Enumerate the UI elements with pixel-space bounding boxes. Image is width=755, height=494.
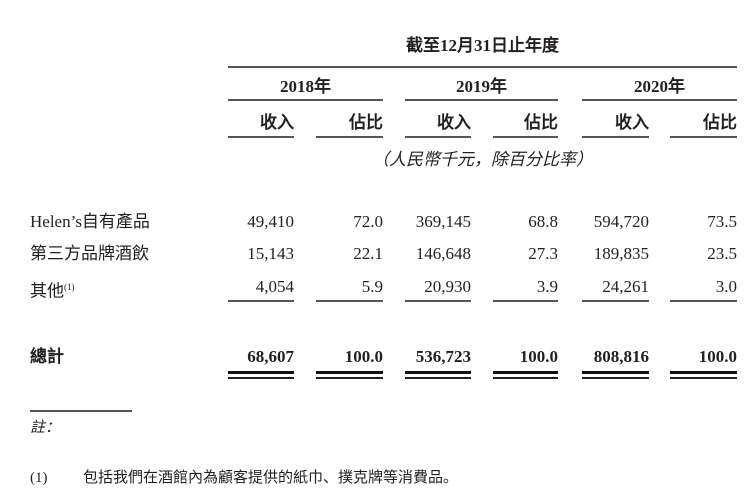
notes-title: 註： — [30, 420, 61, 436]
total-line — [405, 371, 471, 374]
subtotal-line — [582, 300, 649, 302]
total-line — [405, 377, 471, 379]
total-line — [493, 371, 558, 374]
subcol-header: 收入 — [615, 113, 649, 132]
total-label: 總計 — [30, 347, 64, 366]
total-line — [493, 377, 558, 379]
table-cell: 3.0 — [715, 277, 737, 296]
row-label: 其他(1) — [30, 277, 75, 302]
total-cell: 100.0 — [344, 347, 383, 366]
table-cell: 27.3 — [528, 244, 558, 263]
units-note: （人民幣千元，除百分比率） — [372, 150, 593, 169]
note-text: 包括我們在酒館內為顧客提供的紙巾、撲克牌等消費品。 — [83, 470, 459, 486]
total-line — [582, 371, 649, 374]
divider — [582, 99, 737, 101]
subtotal-line — [670, 300, 737, 302]
table-cell: 189,835 — [593, 244, 649, 263]
total-line — [670, 377, 737, 379]
subtotal-line — [316, 300, 383, 302]
total-line — [316, 377, 383, 379]
row-label: Helen’s自有產品 — [30, 212, 150, 232]
total-line — [228, 371, 294, 374]
footnote-divider — [30, 410, 132, 412]
subtotal-line — [228, 300, 294, 302]
table-cell: 49,410 — [247, 212, 294, 231]
divider — [228, 99, 383, 101]
total-line — [582, 377, 649, 379]
total-cell: 68,607 — [247, 347, 294, 366]
total-line — [316, 371, 383, 374]
total-cell: 100.0 — [698, 347, 737, 366]
table-cell: 4,054 — [255, 277, 294, 296]
year-header: 2019年 — [456, 77, 507, 96]
table-cell: 20,930 — [424, 277, 471, 296]
subcol-header: 佔比 — [349, 113, 383, 132]
table-cell: 73.5 — [707, 212, 737, 231]
divider — [228, 66, 737, 68]
table-cell: 22.1 — [353, 244, 383, 263]
row-label-text: 第三方品牌酒飲 — [30, 244, 149, 263]
total-cell: 808,816 — [593, 347, 649, 366]
total-cell: 100.0 — [519, 347, 558, 366]
table-cell: 5.9 — [361, 277, 383, 296]
divider — [493, 136, 558, 138]
footnote-ref: (1) — [64, 282, 75, 292]
year-header: 2020年 — [634, 77, 685, 96]
divider — [670, 136, 737, 138]
table-cell: 23.5 — [707, 244, 737, 263]
divider — [582, 136, 649, 138]
table-cell: 15,143 — [247, 244, 294, 263]
subcol-header: 收入 — [260, 113, 294, 132]
total-line — [228, 377, 294, 379]
divider — [405, 136, 471, 138]
divider — [228, 136, 294, 138]
subtotal-line — [405, 300, 471, 302]
table-cell: 72.0 — [353, 212, 383, 231]
row-label-text: Helen’s自有產品 — [30, 212, 150, 231]
table-cell: 594,720 — [593, 212, 649, 231]
table-cell: 24,261 — [602, 277, 649, 296]
year-header: 2018年 — [280, 77, 331, 96]
period-header: 截至12月31日止年度 — [406, 36, 559, 55]
subcol-header: 佔比 — [703, 113, 737, 132]
divider — [405, 99, 558, 101]
table-cell: 68.8 — [528, 212, 558, 231]
subcol-header: 佔比 — [524, 113, 558, 132]
table-cell: 3.9 — [536, 277, 558, 296]
row-label: 第三方品牌酒飲 — [30, 244, 149, 264]
table-cell: 369,145 — [415, 212, 471, 231]
note-number: (1) — [30, 470, 48, 486]
total-cell: 536,723 — [415, 347, 471, 366]
row-label-text: 其他 — [30, 281, 64, 301]
total-line — [670, 371, 737, 374]
subtotal-line — [493, 300, 558, 302]
subcol-header: 收入 — [437, 113, 471, 132]
table-cell: 146,648 — [415, 244, 471, 263]
divider — [316, 136, 383, 138]
